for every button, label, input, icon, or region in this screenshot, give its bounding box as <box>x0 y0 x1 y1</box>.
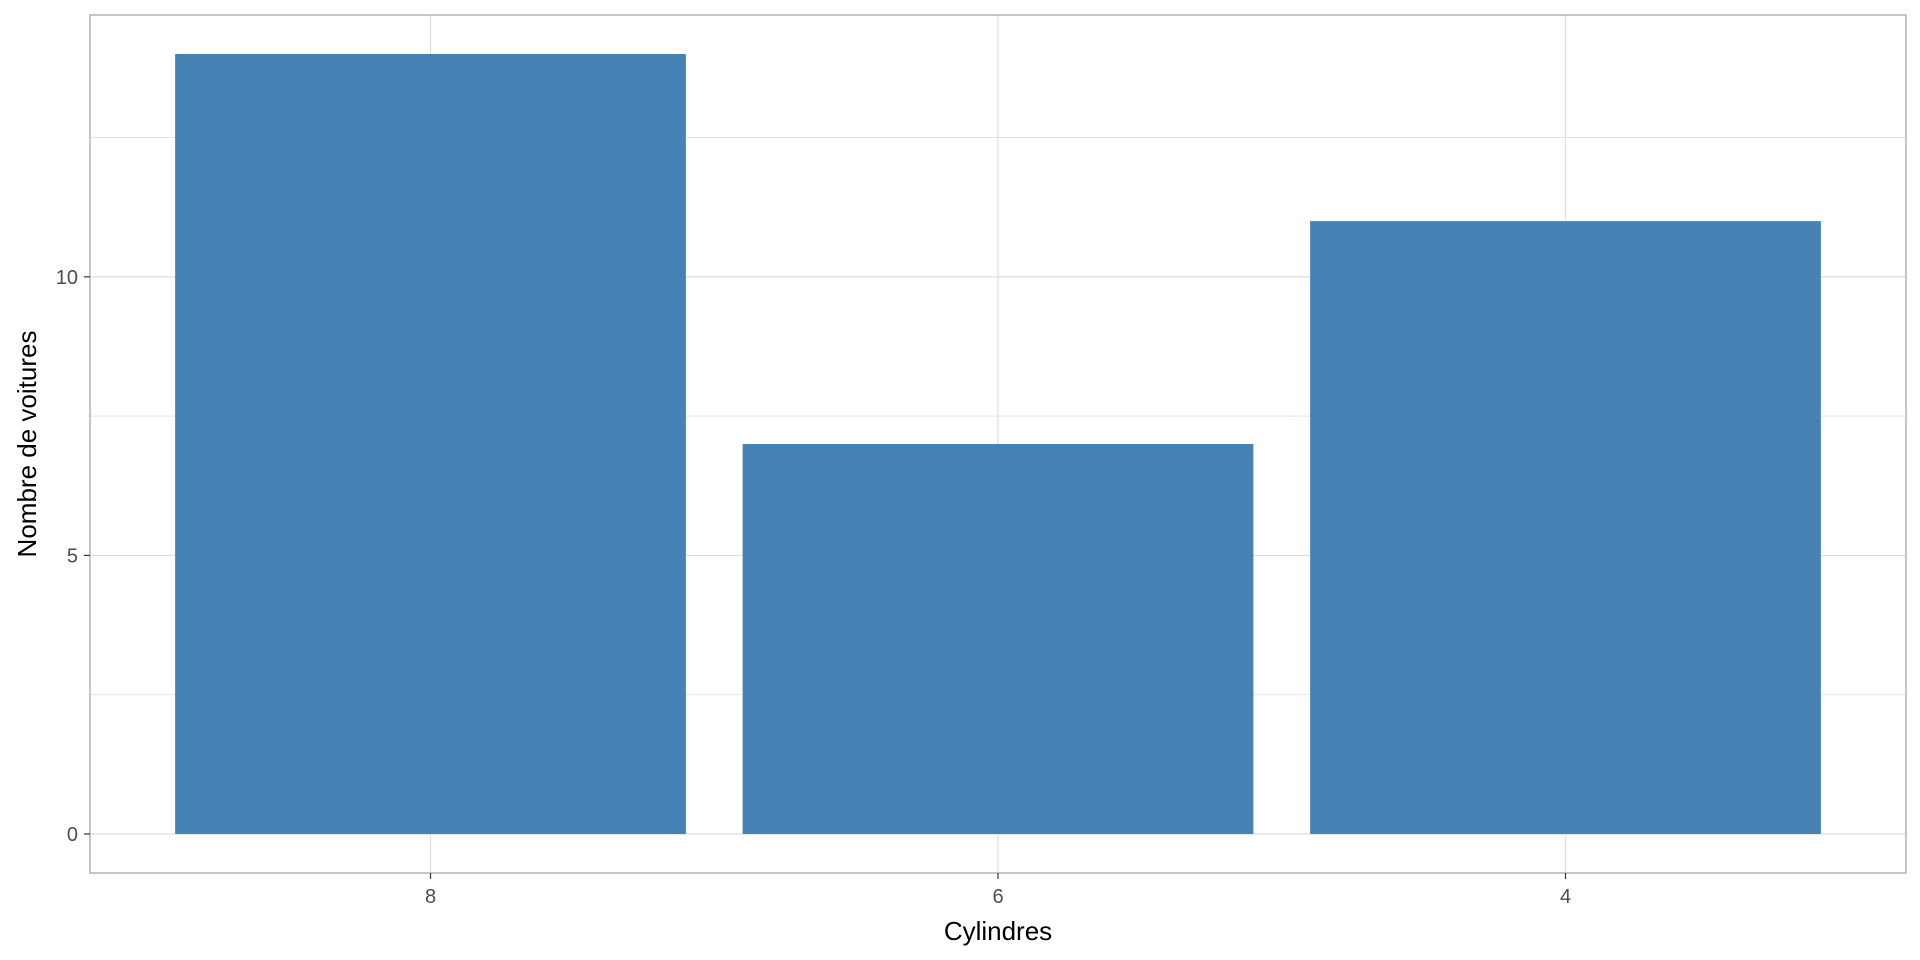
bar-8 <box>175 54 686 834</box>
y-axis-title: Nombre de voitures <box>12 331 42 558</box>
y-tick-label: 10 <box>56 267 78 289</box>
x-axis-title: Cylindres <box>944 916 1052 946</box>
bars <box>175 54 1821 835</box>
y-tick-label: 5 <box>67 545 78 567</box>
x-tick-label: 6 <box>992 886 1003 908</box>
bar-4 <box>1310 221 1821 835</box>
x-tick-label: 4 <box>1560 886 1571 908</box>
x-tick-label: 8 <box>425 886 436 908</box>
bar-6 <box>742 444 1254 834</box>
tick-labels: 0 5 10 8 6 4 <box>56 267 1571 908</box>
y-tick-label: 0 <box>67 824 78 846</box>
